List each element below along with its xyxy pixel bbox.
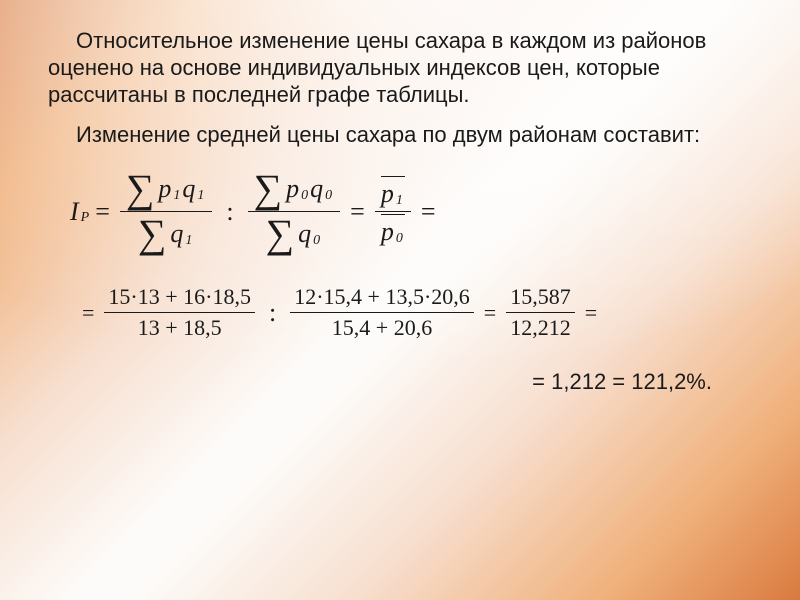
sum-icon: ∑ <box>126 169 155 209</box>
equals-2: = <box>350 197 365 227</box>
var-p: p <box>381 217 394 247</box>
calc-fraction-1: 15·13 + 16·18,5 13 + 18,5 <box>104 282 255 343</box>
calc-num-3: 15,587 <box>506 282 575 312</box>
sub-0: 0 <box>396 231 403 247</box>
var-q: q <box>298 219 311 249</box>
paragraph-1: Относительное изменение цены сахара в ка… <box>48 28 752 108</box>
var-p: p <box>158 174 171 204</box>
calc-num-1: 15·13 + 16·18,5 <box>104 282 255 312</box>
var-p: p <box>286 174 299 204</box>
sub-1: 1 <box>185 233 192 249</box>
sub-1: 1 <box>173 188 180 204</box>
formula-main: I P = ∑ p 1 q 1 ∑ q 1 : <box>70 167 752 256</box>
division-colon: : <box>226 197 233 227</box>
overline-p0: p 0 <box>381 214 405 247</box>
calc-num-2: 12·15,4 + 13,5·20,6 <box>290 282 474 312</box>
calc-den-3: 12,212 <box>506 313 575 343</box>
sub-0: 0 <box>325 188 332 204</box>
calc-den-2: 15,4 + 20,6 <box>328 313 436 343</box>
var-p: p <box>381 179 394 209</box>
calc-den-1: 13 + 18,5 <box>134 313 226 343</box>
var-q: q <box>310 174 323 204</box>
overline-p1: p 1 <box>381 176 405 209</box>
subscript-P: P <box>81 210 90 226</box>
symbol-I: I <box>70 197 79 227</box>
sub-1: 1 <box>396 193 403 209</box>
formula-calc: = 15·13 + 16·18,5 13 + 18,5 : 12·15,4 + … <box>76 282 752 343</box>
result-line: = 1,212 = 121,2%. <box>48 369 752 395</box>
equals-mid: = <box>484 300 496 326</box>
var-q: q <box>170 219 183 249</box>
equals-1: = <box>95 197 110 227</box>
sum-icon: ∑ <box>266 214 295 254</box>
sum-icon: ∑ <box>254 169 283 209</box>
equals-trail: = <box>585 300 597 326</box>
fraction-2: ∑ p 0 q 0 ∑ q 0 <box>248 167 341 256</box>
sub-0: 0 <box>313 233 320 249</box>
formula-area: I P = ∑ p 1 q 1 ∑ q 1 : <box>48 167 752 343</box>
paragraph-2: Изменение средней цены сахара по двум ра… <box>48 122 752 149</box>
var-q: q <box>182 174 195 204</box>
fraction-1: ∑ p 1 q 1 ∑ q 1 <box>120 167 213 256</box>
calc-fraction-2: 12·15,4 + 13,5·20,6 15,4 + 20,6 <box>290 282 474 343</box>
equals-3: = <box>421 197 436 227</box>
sub-1: 1 <box>197 188 204 204</box>
slide: Относительное изменение цены сахара в ка… <box>0 0 800 600</box>
calc-fraction-3: 15,587 12,212 <box>506 282 575 343</box>
fraction-means: p 1 p 0 <box>375 174 411 249</box>
sum-icon: ∑ <box>138 214 167 254</box>
sub-0: 0 <box>301 188 308 204</box>
division-colon: : <box>269 298 276 328</box>
equals-lead: = <box>82 300 94 326</box>
